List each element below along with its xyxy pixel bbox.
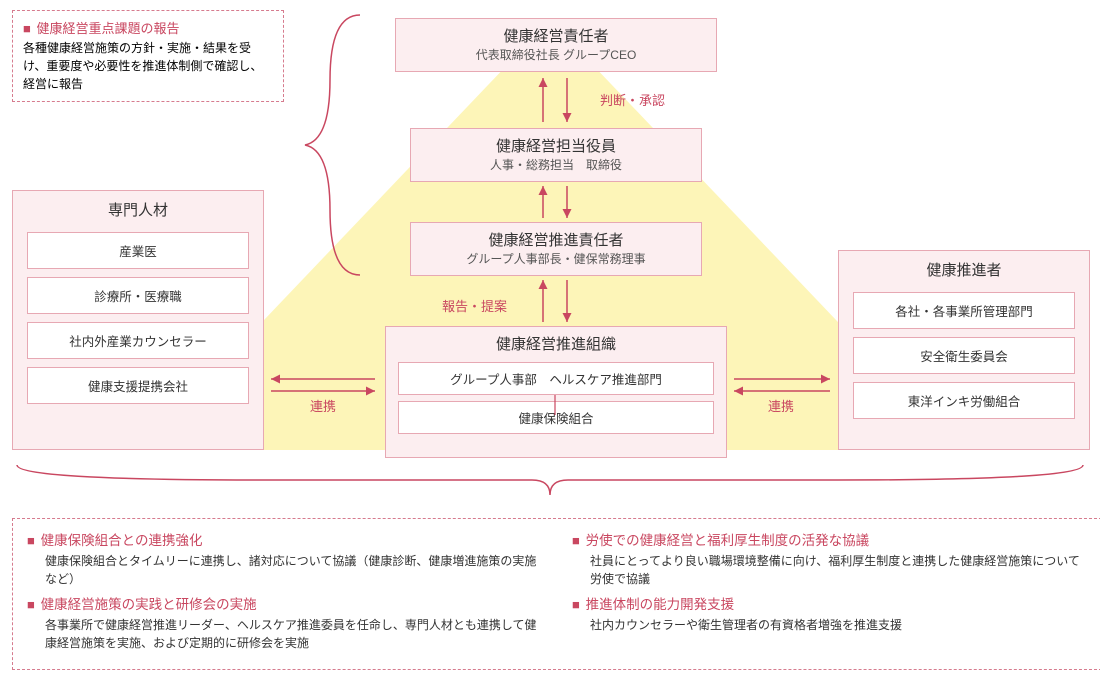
bottom-item-title: ■ 推進体制の能力開発支援 [572,595,1087,616]
label-coop-right: 連携 [768,396,794,415]
org-subbox: グループ人事部 ヘルスケア推進部門 [398,362,714,395]
square-bullet-icon: ■ [27,597,35,612]
square-bullet-icon: ■ [572,533,580,548]
left-group-item: 健康支援提携会社 [27,367,249,404]
square-bullet-icon: ■ [23,21,31,36]
arrows-1-2 [525,70,585,130]
top-info-title: ■ 健康経営重点課題の報告 [23,19,273,39]
bottom-item-body: 健康保険組合とタイムリーに連携し、諸対応について協議（健康診断、健康増進施策の実… [45,552,542,589]
bottom-item-body: 各事業所で健康経営推進リーダー、ヘルスケア推進委員を任命し、専門人材とも連携して… [45,616,542,653]
square-bullet-icon: ■ [27,533,35,548]
left-group-item: 産業医 [27,232,249,269]
right-group-item: 各社・各事業所管理部門 [853,292,1075,329]
top-info-body: 各種健康経営施策の方針・実施・結果を受け、重要度や必要性を推進体制側で確認し、経… [23,39,273,93]
node-title: 健康経営推進責任者 [411,223,701,250]
center-node-officer: 健康経営担当役員 人事・総務担当 取締役 [410,128,702,182]
node-subtitle: 代表取締役社長 グループCEO [396,46,716,69]
left-group-item: 診療所・医療職 [27,277,249,314]
right-group: 健康推進者 各社・各事業所管理部門 安全衛生委員会 東洋インキ労働組合 [838,250,1090,450]
label-judge-approve: 判断・承認 [600,90,665,109]
arrows-3-4 [525,274,585,328]
square-bullet-icon: ■ [572,597,580,612]
top-info-title-text: 健康経営重点課題の報告 [36,21,179,36]
center-node-responsible: 健康経営責任者 代表取締役社長 グループCEO [395,18,717,72]
diagram-canvas: ■ 健康経営重点課題の報告 各種健康経営施策の方針・実施・結果を受け、重要度や必… [0,0,1100,680]
left-brace-icon [300,10,370,280]
bottom-item-title: ■ 健康保険組合との連携強化 [27,531,542,552]
bottom-col-left: ■ 健康保険組合との連携強化 健康保険組合とタイムリーに連携し、諸対応について協… [27,529,542,659]
right-group-item: 東洋インキ労働組合 [853,382,1075,419]
left-group-title: 専門人材 [13,191,263,224]
left-group-item: 社内外産業カウンセラー [27,322,249,359]
bottom-item-title: ■ 健康経営施策の実践と研修会の実施 [27,595,542,616]
node-title: 健康経営担当役員 [411,129,701,156]
left-group: 専門人材 産業医 診療所・医療職 社内外産業カウンセラー 健康支援提携会社 [12,190,264,450]
bottom-item-body: 社内カウンセラーや衛生管理者の有資格者増強を推進支援 [590,616,1087,635]
label-coop-left: 連携 [310,396,336,415]
bottom-brace-icon [12,460,1088,500]
right-group-item: 安全衛生委員会 [853,337,1075,374]
bottom-item-body: 社員にとってより良い職場環境整備に向け、福利厚生制度と連携した健康経営施策につい… [590,552,1087,589]
label-report-proposal: 報告・提案 [442,296,507,315]
bottom-info-box: ■ 健康保険組合との連携強化 健康保険組合とタイムリーに連携し、諸対応について協… [12,518,1100,670]
center-node-promotion-head: 健康経営推進責任者 グループ人事部長・健保常務理事 [410,222,702,276]
node-subtitle: 人事・総務担当 取締役 [411,156,701,179]
arrows-2-3 [525,180,585,224]
node-subtitle: グループ人事部長・健保常務理事 [411,250,701,273]
top-info-box: ■ 健康経営重点課題の報告 各種健康経営施策の方針・実施・結果を受け、重要度や必… [12,10,284,102]
node-title: 健康経営責任者 [396,19,716,46]
node-title: 健康経営推進組織 [386,327,726,356]
center-node-org: 健康経営推進組織 グループ人事部 ヘルスケア推進部門 健康保険組合 [385,326,727,458]
bottom-item-title: ■ 労使での健康経営と福利厚生制度の活発な協議 [572,531,1087,552]
org-inner-connector [545,395,565,415]
bottom-col-right: ■ 労使での健康経営と福利厚生制度の活発な協議 社員にとってより良い職場環境整備… [572,529,1087,659]
right-group-title: 健康推進者 [839,251,1089,284]
